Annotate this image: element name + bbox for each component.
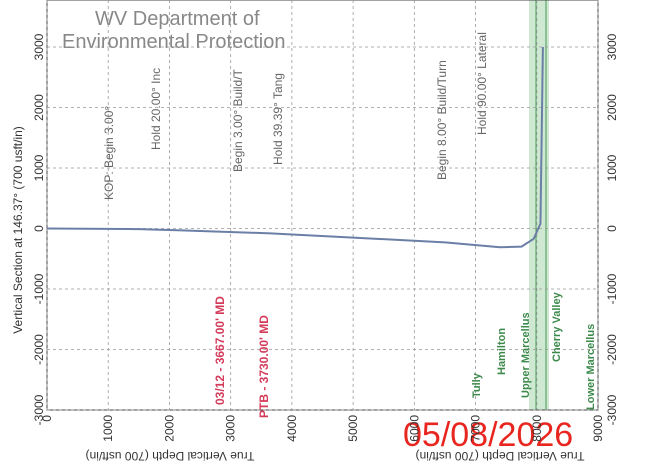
annotation: Hold 20.00° Inc xyxy=(149,68,163,150)
annotation: Hold 90.00° Lateral xyxy=(475,32,489,135)
x-tick-label: 1000 xyxy=(101,415,115,442)
formation-label: Cherry Valley xyxy=(551,291,563,362)
y-tick-label: 0 xyxy=(32,225,46,232)
x-tick-label: 5000 xyxy=(346,415,360,442)
x-tick-label: 6000 xyxy=(407,415,421,442)
y-tick-label: 1000 xyxy=(32,154,46,181)
x-tick-label: 7000 xyxy=(469,415,483,442)
lateral-band xyxy=(529,0,549,410)
annotation: Begin 3.00° Build/T xyxy=(231,68,245,172)
y-tick-label: -2000 xyxy=(605,334,619,365)
x-tick-label: 9000 xyxy=(591,415,605,442)
annotation: Hold 39.39° Tang xyxy=(271,73,285,165)
formation-label: Upper Marcellus xyxy=(520,312,532,398)
y-tick-label: 2000 xyxy=(605,94,619,121)
y-tick-label: -3000 xyxy=(605,394,619,425)
x-axis-label: True Vertical Depth (700 usft/in) xyxy=(86,449,255,463)
x-tick-label: 4000 xyxy=(285,415,299,442)
y-tick-label: -3000 xyxy=(32,394,46,425)
x-axis-label: True Vertical Depth (700 usft/in) xyxy=(416,449,585,463)
x-tick-label: 3000 xyxy=(224,415,238,442)
plot-frame xyxy=(46,0,599,411)
formation-label: Tully xyxy=(471,372,483,398)
x-tick-label: 0 xyxy=(40,415,54,422)
formation-label: Lower Marcellus xyxy=(585,324,597,410)
marker-label: PTB - 3730.00' MD xyxy=(257,315,271,418)
x-tick-label: 8000 xyxy=(530,415,544,442)
annotation: Begin 8.00° Build/Turn xyxy=(435,60,449,180)
y-axis-label: Vertical Section at 146.37° (700 usft/in… xyxy=(11,126,25,334)
formation-label: Hamilton xyxy=(496,328,508,375)
watermark: Environmental Protection xyxy=(62,31,285,53)
annotation: KOP: Begin 3.00° xyxy=(102,106,116,200)
date-stamp: 05/08/2026 xyxy=(403,416,573,454)
y-tick-label: 0 xyxy=(605,225,619,232)
y-tick-label: 3000 xyxy=(32,33,46,60)
watermark: WV Department of xyxy=(95,8,260,30)
marker-label: 03/12 - 3667.00' MD xyxy=(213,296,227,405)
y-tick-label: 3000 xyxy=(605,33,619,60)
y-tick-label: 1000 xyxy=(605,154,619,181)
well-path xyxy=(46,46,544,249)
y-tick-label: -2000 xyxy=(32,334,46,365)
y-tick-label: -1000 xyxy=(32,273,46,304)
x-tick-label: 2000 xyxy=(162,415,176,442)
y-tick-label: -1000 xyxy=(605,273,619,304)
y-tick-label: 2000 xyxy=(32,94,46,121)
